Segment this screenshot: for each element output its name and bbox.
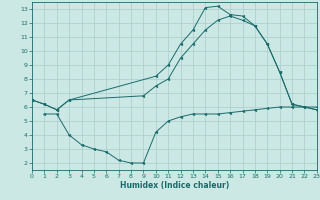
- X-axis label: Humidex (Indice chaleur): Humidex (Indice chaleur): [120, 181, 229, 190]
